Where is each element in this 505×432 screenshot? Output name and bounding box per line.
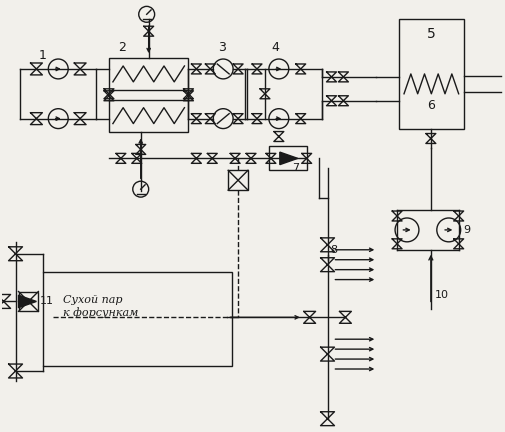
Bar xyxy=(19,292,38,311)
Text: Сухой пар
к форсункам: Сухой пар к форсункам xyxy=(63,295,138,318)
Text: 11: 11 xyxy=(39,296,54,306)
Bar xyxy=(228,170,248,190)
Text: 1: 1 xyxy=(38,49,46,62)
Polygon shape xyxy=(280,152,298,165)
Text: 3: 3 xyxy=(218,41,226,54)
Text: 6: 6 xyxy=(427,99,435,112)
Bar xyxy=(109,100,188,132)
Text: 9: 9 xyxy=(464,225,471,235)
Text: 4: 4 xyxy=(271,41,279,54)
Bar xyxy=(399,19,464,129)
Text: 10: 10 xyxy=(435,289,449,299)
Text: 5: 5 xyxy=(426,27,435,41)
Text: 7: 7 xyxy=(292,163,299,173)
Bar xyxy=(43,272,232,366)
Text: 8: 8 xyxy=(330,245,338,255)
Polygon shape xyxy=(19,295,36,308)
Bar xyxy=(269,146,307,170)
Bar xyxy=(109,58,188,90)
Text: 2: 2 xyxy=(118,41,126,54)
